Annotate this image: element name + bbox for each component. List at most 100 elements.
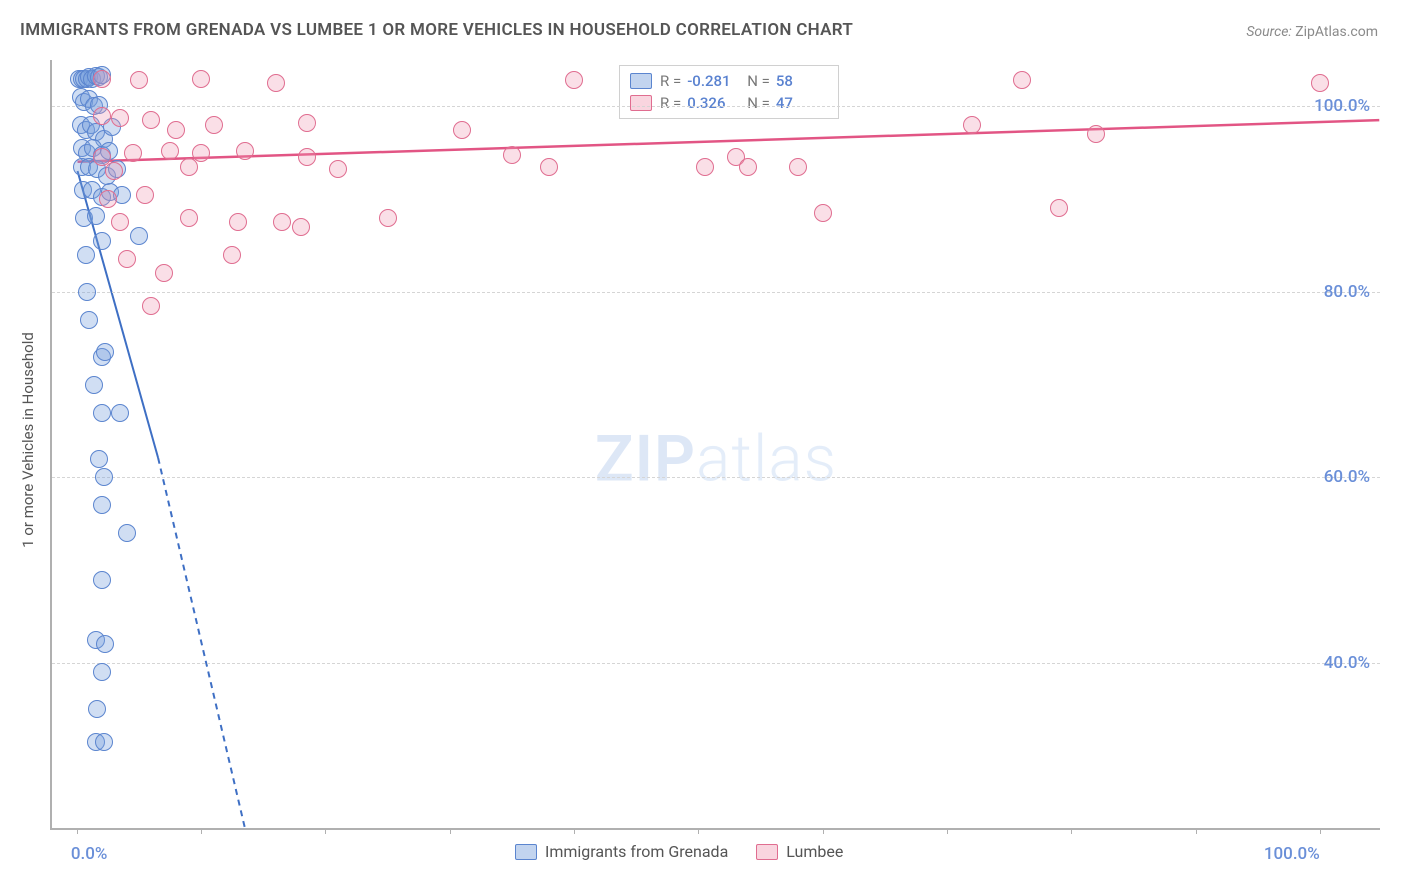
data-point (696, 158, 714, 176)
x-axis-max-label: 100.0% (1264, 844, 1320, 864)
series-legend-item: Immigrants from Grenada (515, 842, 728, 861)
data-point (96, 635, 114, 653)
source-label: Source: (1246, 24, 1295, 40)
n-label: N = (747, 94, 770, 112)
series-legend-label: Immigrants from Grenada (545, 842, 728, 861)
n-label: N = (747, 72, 770, 90)
x-tick (450, 828, 451, 834)
legend-swatch (756, 844, 778, 860)
y-tick-label: 60.0% (1324, 467, 1370, 487)
data-point (267, 74, 285, 92)
x-tick (1071, 828, 1072, 834)
r-value: -0.281 (687, 72, 739, 90)
data-point (540, 158, 558, 176)
data-point (161, 142, 179, 160)
data-point (273, 213, 291, 231)
data-point (118, 524, 136, 542)
data-point (111, 404, 129, 422)
stats-legend: R =-0.281N =58R =0.326N =47 (619, 65, 839, 119)
data-point (124, 144, 142, 162)
n-value: 47 (776, 94, 828, 112)
gridline (52, 663, 1380, 664)
x-tick (77, 828, 78, 834)
data-point (229, 213, 247, 231)
x-tick (201, 828, 202, 834)
x-tick (325, 828, 326, 834)
stats-legend-row: R =-0.281N =58 (630, 70, 828, 92)
data-point (814, 204, 832, 222)
data-point (142, 111, 160, 129)
data-point (180, 209, 198, 227)
data-point (77, 246, 95, 264)
plot-area: ZIPatlas R =-0.281N =58R =0.326N =47 40.… (50, 60, 1380, 830)
gridline (52, 106, 1380, 107)
data-point (789, 158, 807, 176)
x-axis-min-label: 0.0% (71, 844, 108, 864)
data-point (565, 71, 583, 89)
chart-container: IMMIGRANTS FROM GRENADA VS LUMBEE 1 OR M… (0, 0, 1406, 892)
trend-lines-layer (52, 60, 1380, 828)
data-point (205, 116, 223, 134)
data-point (192, 70, 210, 88)
x-tick (947, 828, 948, 834)
data-point (93, 404, 111, 422)
data-point (93, 107, 111, 125)
data-point (78, 283, 96, 301)
series-legend: Immigrants from Grenada Lumbee (515, 842, 843, 861)
data-point (93, 232, 111, 250)
y-tick-label: 80.0% (1324, 282, 1370, 302)
legend-swatch (630, 95, 652, 111)
data-point (93, 571, 111, 589)
data-point (95, 468, 113, 486)
data-point (85, 376, 103, 394)
source-value: ZipAtlas.com (1295, 24, 1378, 40)
r-label: R = (660, 94, 681, 112)
x-tick (1320, 828, 1321, 834)
trend-line (158, 458, 245, 828)
data-point (223, 246, 241, 264)
data-point (90, 450, 108, 468)
data-point (96, 343, 114, 361)
gridline (52, 292, 1380, 293)
x-tick (1196, 828, 1197, 834)
data-point (111, 213, 129, 231)
data-point (136, 186, 154, 204)
data-point (453, 121, 471, 139)
y-tick-label: 40.0% (1324, 653, 1370, 673)
x-tick (698, 828, 699, 834)
data-point (739, 158, 757, 176)
data-point (503, 146, 521, 164)
source-credit: Source: ZipAtlas.com (1246, 24, 1378, 40)
data-point (1087, 125, 1105, 143)
data-point (99, 190, 117, 208)
data-point (298, 114, 316, 132)
data-point (292, 218, 310, 236)
gridline (52, 477, 1380, 478)
data-point (155, 264, 173, 282)
data-point (105, 162, 123, 180)
y-axis-label: 1 or more Vehicles in Household (19, 332, 37, 548)
series-legend-item: Lumbee (756, 842, 843, 861)
data-point (93, 663, 111, 681)
data-point (87, 207, 105, 225)
data-point (93, 496, 111, 514)
data-point (1050, 199, 1068, 217)
data-point (298, 148, 316, 166)
data-point (1311, 74, 1329, 92)
n-value: 58 (776, 72, 828, 90)
r-value: 0.326 (687, 94, 739, 112)
data-point (379, 209, 397, 227)
legend-swatch (630, 73, 652, 89)
data-point (167, 121, 185, 139)
data-point (236, 142, 254, 160)
data-point (180, 158, 198, 176)
data-point (142, 297, 160, 315)
data-point (1013, 71, 1031, 89)
x-tick (574, 828, 575, 834)
data-point (111, 109, 129, 127)
data-point (130, 227, 148, 245)
data-point (963, 116, 981, 134)
data-point (88, 700, 106, 718)
x-tick (823, 828, 824, 834)
data-point (329, 160, 347, 178)
